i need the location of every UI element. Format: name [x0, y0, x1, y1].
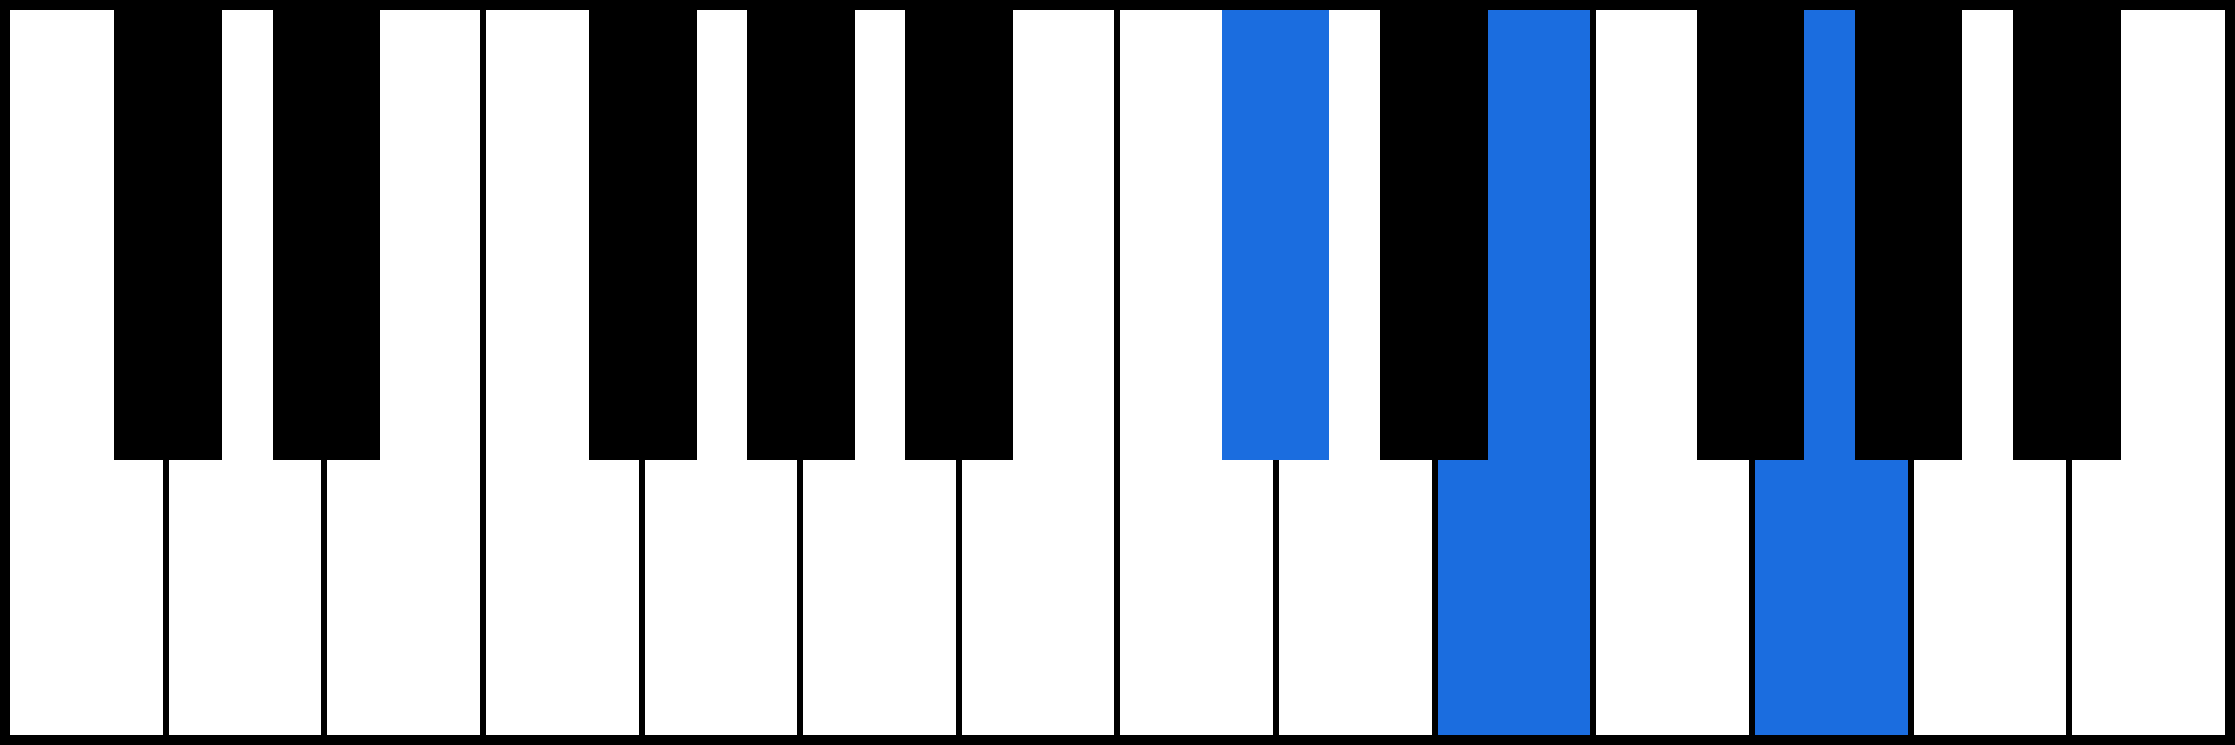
black-key-Csharp-5	[1222, 10, 1330, 460]
black-key-Asharp-4	[905, 10, 1013, 460]
black-key-Fsharp-7	[1697, 10, 1805, 460]
piano-keyboard	[0, 0, 2235, 745]
black-key-Dsharp-1	[273, 10, 381, 460]
black-key-Fsharp-2	[589, 10, 697, 460]
black-key-Csharp-0	[114, 10, 222, 460]
black-key-Gsharp-3	[747, 10, 855, 460]
black-key-Asharp-9	[2013, 10, 2121, 460]
black-key-Dsharp-6	[1380, 10, 1488, 460]
black-key-Gsharp-8	[1855, 10, 1963, 460]
